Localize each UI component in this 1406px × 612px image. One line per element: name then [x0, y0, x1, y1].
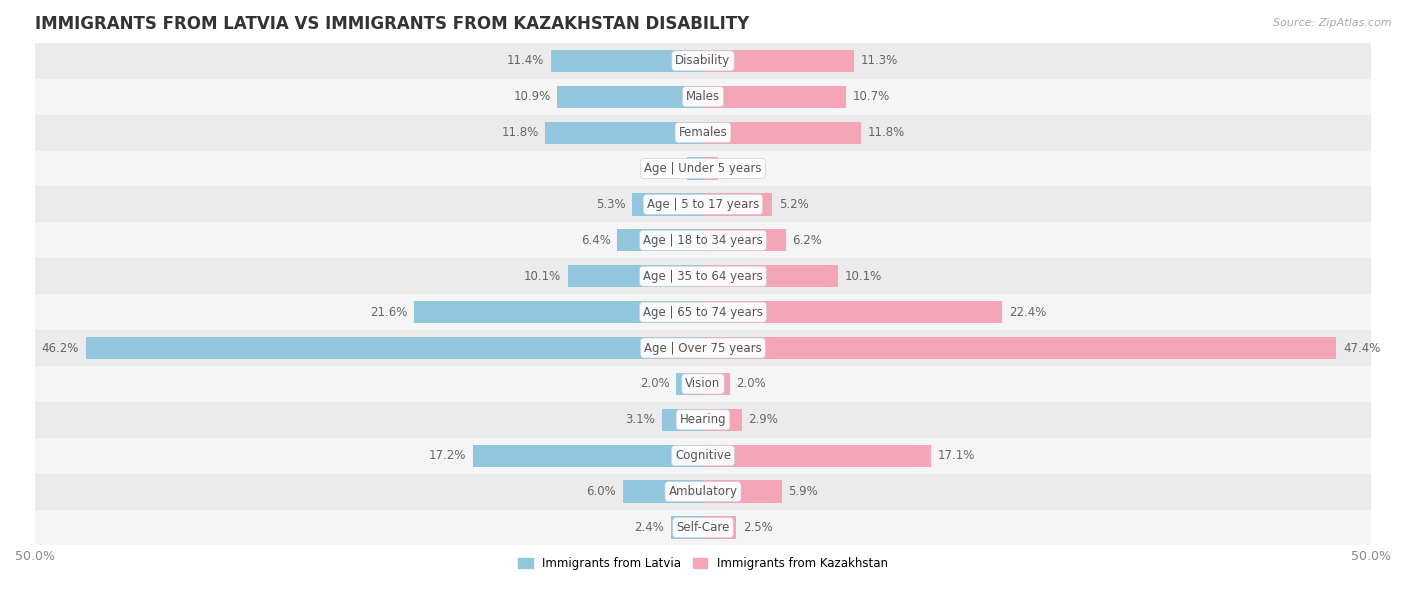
Text: Self-Care: Self-Care [676, 521, 730, 534]
Text: Age | 35 to 64 years: Age | 35 to 64 years [643, 270, 763, 283]
Bar [35, 330, 1371, 366]
Text: Cognitive: Cognitive [675, 449, 731, 462]
Bar [676, 373, 703, 395]
Text: 2.9%: 2.9% [748, 413, 779, 427]
Text: 6.0%: 6.0% [586, 485, 616, 498]
Text: 21.6%: 21.6% [370, 305, 408, 319]
Text: 6.2%: 6.2% [793, 234, 823, 247]
Text: 11.8%: 11.8% [868, 126, 904, 139]
Text: 6.4%: 6.4% [581, 234, 610, 247]
Bar [35, 222, 1371, 258]
Text: 5.2%: 5.2% [779, 198, 808, 211]
Text: 17.1%: 17.1% [938, 449, 976, 462]
Bar [35, 258, 1371, 294]
Bar [703, 86, 846, 108]
Bar [35, 402, 1371, 438]
Bar [568, 265, 703, 288]
Bar [35, 151, 1371, 187]
Text: 11.3%: 11.3% [860, 54, 898, 67]
Text: 10.7%: 10.7% [852, 90, 890, 103]
Bar [703, 50, 853, 72]
Text: Age | 18 to 34 years: Age | 18 to 34 years [643, 234, 763, 247]
Text: 2.4%: 2.4% [634, 521, 664, 534]
Text: Ambulatory: Ambulatory [668, 485, 738, 498]
Bar [35, 474, 1371, 510]
Bar [703, 444, 931, 467]
Bar [703, 193, 772, 215]
Text: Age | Under 5 years: Age | Under 5 years [644, 162, 762, 175]
Bar [551, 50, 703, 72]
Bar [703, 480, 782, 502]
Bar [633, 193, 703, 215]
Text: 1.1%: 1.1% [724, 162, 754, 175]
Text: 17.2%: 17.2% [429, 449, 467, 462]
Bar [617, 229, 703, 252]
Bar [474, 444, 703, 467]
Text: 5.3%: 5.3% [596, 198, 626, 211]
Text: Vision: Vision [685, 378, 721, 390]
Bar [35, 294, 1371, 330]
Text: 22.4%: 22.4% [1010, 305, 1046, 319]
Bar [662, 409, 703, 431]
Bar [35, 79, 1371, 114]
Text: 46.2%: 46.2% [42, 341, 79, 354]
Bar [415, 301, 703, 323]
Text: 10.1%: 10.1% [524, 270, 561, 283]
Text: 2.0%: 2.0% [640, 378, 669, 390]
Bar [546, 122, 703, 144]
Bar [703, 409, 742, 431]
Bar [703, 157, 717, 180]
Text: IMMIGRANTS FROM LATVIA VS IMMIGRANTS FROM KAZAKHSTAN DISABILITY: IMMIGRANTS FROM LATVIA VS IMMIGRANTS FRO… [35, 15, 749, 33]
Bar [623, 480, 703, 502]
Text: Age | 5 to 17 years: Age | 5 to 17 years [647, 198, 759, 211]
Bar [35, 438, 1371, 474]
Text: 11.4%: 11.4% [506, 54, 544, 67]
Text: 2.0%: 2.0% [737, 378, 766, 390]
Bar [703, 229, 786, 252]
Bar [688, 157, 703, 180]
Bar [35, 366, 1371, 402]
Text: Females: Females [679, 126, 727, 139]
Text: Age | Over 75 years: Age | Over 75 years [644, 341, 762, 354]
Bar [703, 122, 860, 144]
Bar [703, 517, 737, 539]
Text: Disability: Disability [675, 54, 731, 67]
Text: 11.8%: 11.8% [502, 126, 538, 139]
Text: 2.5%: 2.5% [744, 521, 773, 534]
Text: Source: ZipAtlas.com: Source: ZipAtlas.com [1274, 18, 1392, 28]
Text: 47.4%: 47.4% [1343, 341, 1381, 354]
Text: 1.2%: 1.2% [651, 162, 681, 175]
Bar [86, 337, 703, 359]
Bar [35, 510, 1371, 545]
Text: 10.9%: 10.9% [513, 90, 551, 103]
Text: Males: Males [686, 90, 720, 103]
Bar [703, 301, 1002, 323]
Text: 10.1%: 10.1% [845, 270, 882, 283]
Legend: Immigrants from Latvia, Immigrants from Kazakhstan: Immigrants from Latvia, Immigrants from … [513, 552, 893, 575]
Text: 5.9%: 5.9% [789, 485, 818, 498]
Bar [703, 337, 1336, 359]
Bar [703, 265, 838, 288]
Bar [35, 187, 1371, 222]
Bar [557, 86, 703, 108]
Text: Age | 65 to 74 years: Age | 65 to 74 years [643, 305, 763, 319]
Text: Hearing: Hearing [679, 413, 727, 427]
Text: 3.1%: 3.1% [626, 413, 655, 427]
Bar [703, 373, 730, 395]
Bar [35, 114, 1371, 151]
Bar [35, 43, 1371, 79]
Bar [671, 517, 703, 539]
